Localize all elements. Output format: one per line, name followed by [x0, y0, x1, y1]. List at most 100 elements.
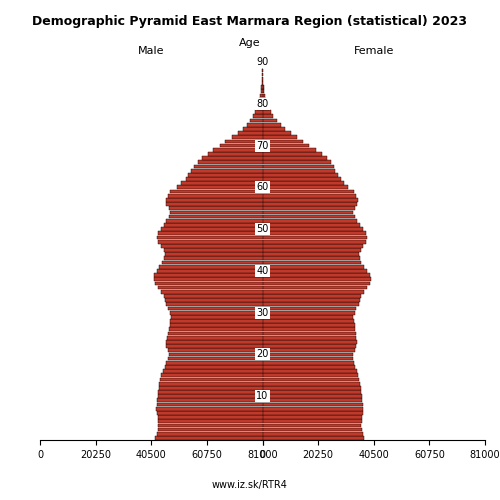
Bar	[169, 206, 262, 210]
Bar	[167, 336, 262, 340]
Bar	[161, 290, 262, 294]
Bar	[262, 298, 360, 302]
Bar	[170, 210, 262, 214]
Bar	[262, 365, 355, 369]
Bar	[262, 407, 364, 410]
Bar	[262, 86, 264, 89]
Bar	[156, 269, 262, 273]
Bar	[170, 319, 262, 323]
Bar	[262, 369, 356, 373]
Bar	[262, 206, 354, 210]
Bar	[262, 328, 356, 331]
Bar	[262, 378, 360, 382]
Bar	[158, 286, 262, 290]
Bar	[220, 144, 262, 148]
Title: Male: Male	[138, 46, 164, 56]
Bar	[262, 428, 362, 432]
Bar	[166, 361, 262, 364]
Bar	[262, 269, 367, 273]
Bar	[160, 378, 262, 382]
Bar	[166, 302, 262, 306]
Bar	[262, 98, 266, 102]
Bar	[158, 420, 262, 423]
Bar	[188, 173, 262, 176]
Bar	[262, 182, 344, 185]
Bar	[164, 256, 262, 260]
Bar	[161, 244, 262, 248]
Bar	[158, 390, 262, 394]
Bar	[158, 240, 262, 244]
Bar	[262, 169, 336, 172]
Title: Female: Female	[354, 46, 394, 56]
Bar	[262, 102, 268, 106]
Bar	[165, 298, 262, 302]
Bar	[262, 273, 370, 277]
Bar	[262, 186, 348, 189]
Text: 40: 40	[256, 266, 268, 276]
Bar	[262, 290, 364, 294]
Bar	[246, 123, 262, 126]
Bar	[262, 240, 366, 244]
Bar	[262, 382, 360, 386]
Bar	[262, 194, 356, 198]
Bar	[262, 411, 363, 414]
Bar	[156, 436, 262, 440]
Bar	[262, 311, 354, 314]
Text: 10: 10	[256, 391, 268, 401]
Bar	[262, 131, 290, 135]
Bar	[262, 232, 366, 235]
Bar	[262, 386, 361, 390]
Bar	[262, 248, 361, 252]
Bar	[262, 260, 362, 264]
Bar	[262, 390, 362, 394]
Bar	[166, 198, 262, 202]
Bar	[262, 252, 359, 256]
Bar	[262, 374, 358, 377]
Bar	[262, 324, 354, 327]
Bar	[262, 81, 264, 85]
Bar	[202, 156, 262, 160]
Bar	[262, 361, 354, 364]
Bar	[164, 223, 262, 227]
Bar	[164, 365, 262, 369]
Text: Age: Age	[239, 38, 261, 48]
Bar	[262, 202, 358, 206]
Bar	[166, 202, 262, 206]
Bar	[154, 273, 262, 277]
Bar	[257, 106, 262, 110]
Bar	[262, 319, 354, 323]
Text: 80: 80	[256, 99, 268, 109]
Bar	[186, 177, 262, 181]
Bar	[262, 265, 364, 268]
Bar	[208, 152, 262, 156]
Bar	[194, 164, 262, 168]
Bar	[170, 324, 262, 327]
Bar	[262, 77, 263, 80]
Bar	[262, 90, 264, 93]
Bar	[262, 432, 363, 436]
Bar	[156, 282, 262, 286]
Bar	[168, 328, 262, 331]
Bar	[157, 402, 262, 406]
Bar	[178, 186, 262, 189]
Bar	[262, 144, 309, 148]
Bar	[262, 210, 353, 214]
Bar	[158, 428, 262, 432]
Bar	[261, 90, 262, 93]
Text: www.iz.sk/RTR4: www.iz.sk/RTR4	[212, 480, 288, 490]
Bar	[165, 252, 262, 256]
Bar	[262, 110, 271, 114]
Bar	[262, 352, 353, 356]
Bar	[262, 160, 331, 164]
Bar	[156, 432, 262, 436]
Bar	[262, 94, 265, 98]
Text: 70: 70	[256, 140, 268, 150]
Bar	[262, 256, 360, 260]
Bar	[262, 420, 362, 423]
Text: 20: 20	[256, 350, 268, 360]
Bar	[262, 424, 362, 428]
Bar	[170, 311, 262, 314]
Bar	[262, 394, 362, 398]
Bar	[262, 118, 277, 122]
Bar	[262, 136, 297, 139]
